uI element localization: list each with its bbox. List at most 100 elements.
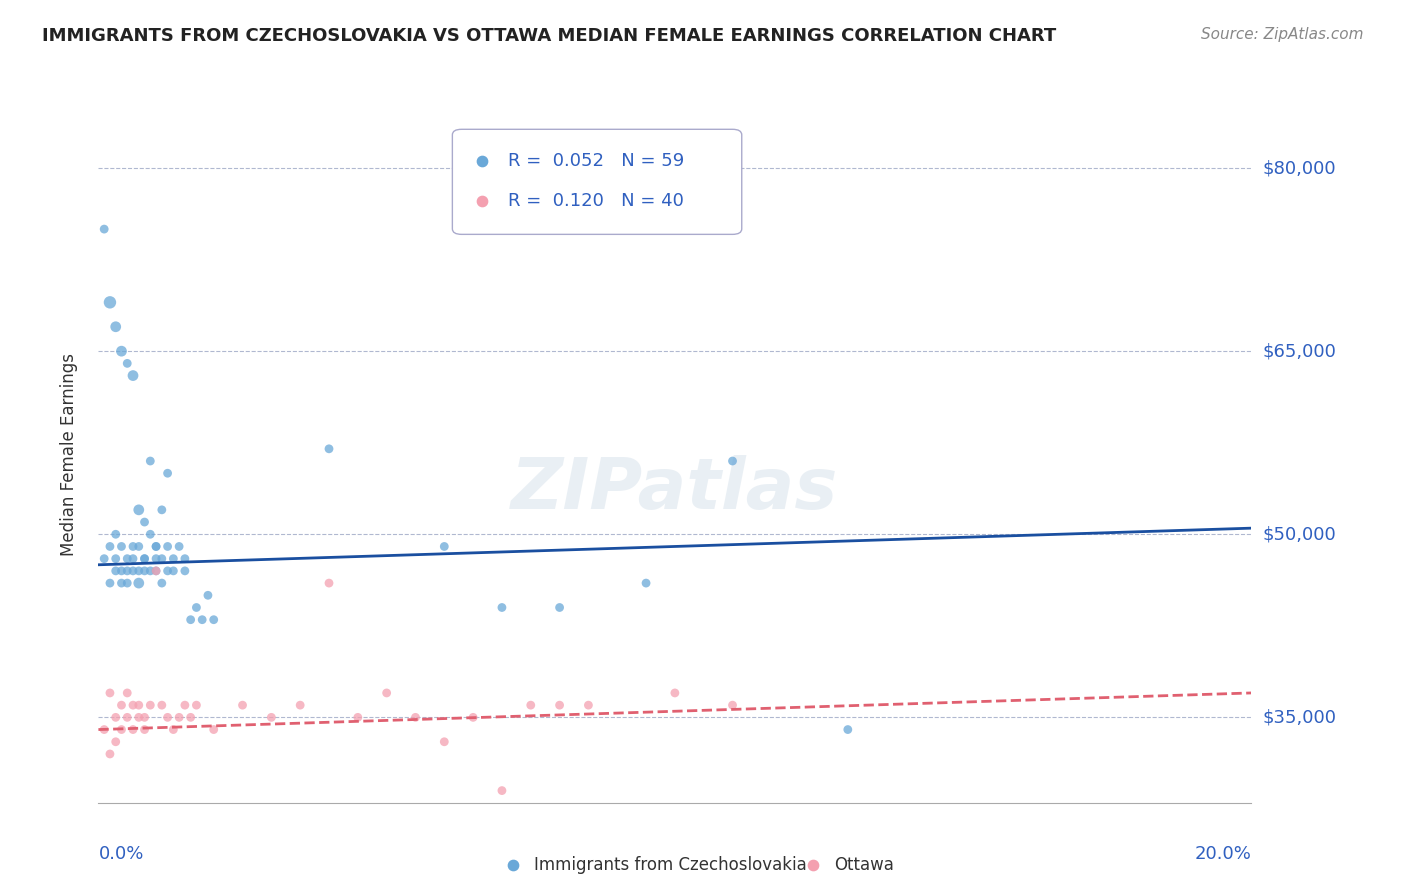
Point bbox=[122, 551, 145, 566]
Text: Ottawa: Ottawa bbox=[834, 856, 894, 874]
Point bbox=[134, 551, 156, 566]
Text: 0.0%: 0.0% bbox=[98, 845, 143, 863]
Point bbox=[128, 540, 150, 554]
Point bbox=[104, 527, 127, 541]
Point bbox=[110, 540, 132, 554]
Point bbox=[150, 551, 173, 566]
Point bbox=[117, 710, 138, 724]
Text: $65,000: $65,000 bbox=[1263, 343, 1336, 360]
Point bbox=[721, 698, 744, 713]
Point bbox=[180, 710, 202, 724]
Point bbox=[139, 527, 162, 541]
Point bbox=[721, 454, 744, 468]
Point bbox=[104, 319, 127, 334]
Text: ZIPatlas: ZIPatlas bbox=[512, 455, 838, 524]
Point bbox=[837, 723, 859, 737]
Point bbox=[180, 613, 202, 627]
Point bbox=[491, 783, 513, 797]
Point bbox=[318, 442, 340, 456]
Point bbox=[548, 698, 571, 713]
Text: R =  0.052   N = 59: R = 0.052 N = 59 bbox=[508, 153, 683, 170]
Point bbox=[93, 551, 115, 566]
Point bbox=[174, 698, 197, 713]
Point bbox=[98, 576, 121, 591]
Point bbox=[636, 576, 658, 591]
Text: $80,000: $80,000 bbox=[1263, 159, 1336, 178]
Text: $35,000: $35,000 bbox=[1263, 708, 1337, 726]
Point bbox=[145, 564, 167, 578]
Point bbox=[167, 540, 190, 554]
Text: Immigrants from Czechoslovakia: Immigrants from Czechoslovakia bbox=[534, 856, 807, 874]
Point bbox=[117, 576, 138, 591]
Point bbox=[405, 710, 427, 724]
Point bbox=[122, 723, 145, 737]
FancyBboxPatch shape bbox=[453, 129, 742, 235]
Point bbox=[104, 735, 127, 749]
Point bbox=[260, 710, 283, 724]
Point bbox=[191, 613, 214, 627]
Point bbox=[128, 710, 150, 724]
Point bbox=[134, 710, 156, 724]
Point bbox=[110, 564, 132, 578]
Point bbox=[174, 564, 197, 578]
Point bbox=[128, 698, 150, 713]
Point bbox=[433, 540, 456, 554]
Point bbox=[150, 576, 173, 591]
Point bbox=[491, 600, 513, 615]
Point bbox=[145, 540, 167, 554]
Point bbox=[110, 576, 132, 591]
Text: Source: ZipAtlas.com: Source: ZipAtlas.com bbox=[1201, 27, 1364, 42]
Point bbox=[174, 551, 197, 566]
Point bbox=[98, 540, 121, 554]
Point bbox=[93, 723, 115, 737]
Point bbox=[110, 698, 132, 713]
Point bbox=[156, 564, 179, 578]
Point bbox=[110, 723, 132, 737]
Point bbox=[202, 723, 225, 737]
Point bbox=[578, 698, 600, 713]
Point bbox=[162, 564, 184, 578]
Point bbox=[186, 698, 208, 713]
Point bbox=[117, 686, 138, 700]
Point bbox=[197, 588, 219, 602]
Point bbox=[98, 295, 121, 310]
Point bbox=[186, 600, 208, 615]
Point bbox=[104, 564, 127, 578]
Point bbox=[122, 368, 145, 383]
Point bbox=[110, 344, 132, 359]
Point bbox=[128, 576, 150, 591]
Y-axis label: Median Female Earnings: Median Female Earnings bbox=[59, 353, 77, 557]
Point bbox=[93, 222, 115, 236]
Point bbox=[117, 551, 138, 566]
Point bbox=[156, 540, 179, 554]
Point bbox=[202, 613, 225, 627]
Point bbox=[156, 710, 179, 724]
Point bbox=[145, 564, 167, 578]
Point bbox=[134, 551, 156, 566]
Point bbox=[139, 564, 162, 578]
Point bbox=[104, 710, 127, 724]
Text: IMMIGRANTS FROM CZECHOSLOVAKIA VS OTTAWA MEDIAN FEMALE EARNINGS CORRELATION CHAR: IMMIGRANTS FROM CZECHOSLOVAKIA VS OTTAWA… bbox=[42, 27, 1056, 45]
Text: 20.0%: 20.0% bbox=[1195, 845, 1251, 863]
Point bbox=[346, 710, 368, 724]
Point bbox=[145, 540, 167, 554]
Point bbox=[290, 698, 312, 713]
Point bbox=[117, 564, 138, 578]
Point bbox=[548, 600, 571, 615]
Point bbox=[162, 551, 184, 566]
Point bbox=[122, 564, 145, 578]
Point bbox=[433, 735, 456, 749]
Point bbox=[156, 467, 179, 481]
Point bbox=[139, 698, 162, 713]
Point bbox=[162, 723, 184, 737]
Text: $50,000: $50,000 bbox=[1263, 525, 1336, 543]
Point bbox=[520, 698, 543, 713]
Point bbox=[145, 551, 167, 566]
Point bbox=[318, 576, 340, 591]
Point bbox=[122, 540, 145, 554]
Point bbox=[231, 698, 254, 713]
Point bbox=[150, 698, 173, 713]
Point bbox=[104, 551, 127, 566]
Point bbox=[134, 564, 156, 578]
Point bbox=[98, 747, 121, 761]
